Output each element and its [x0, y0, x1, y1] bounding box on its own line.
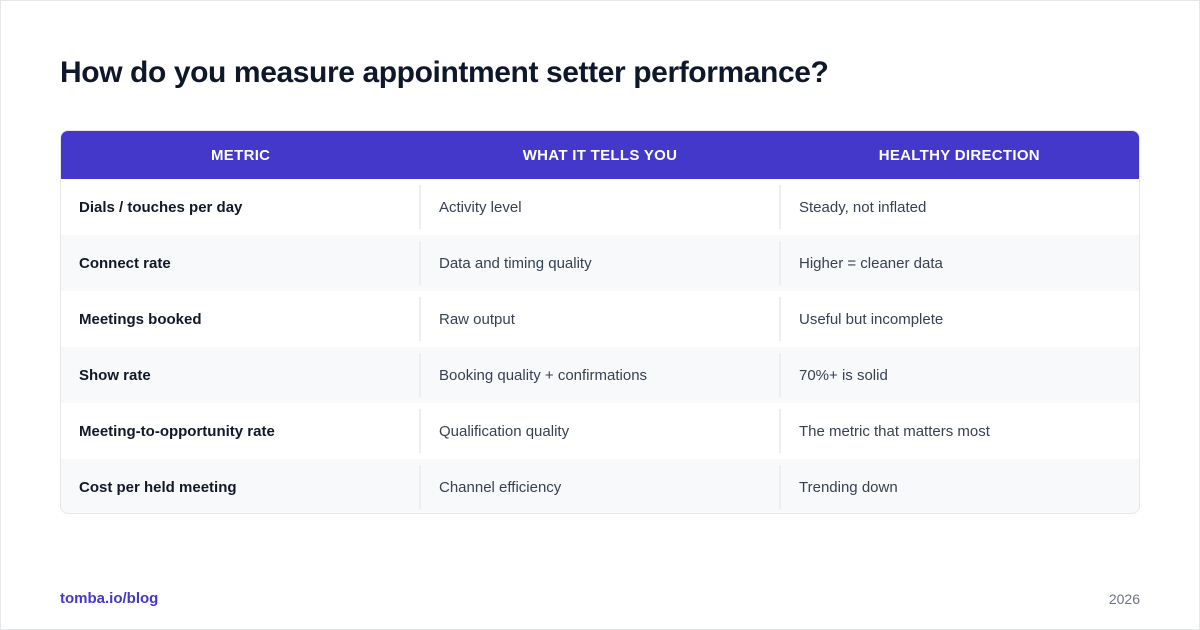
meaning-cell: Channel efficiency — [419, 465, 779, 509]
table-row: Show rate Booking quality + confirmation… — [61, 347, 1139, 403]
metric-cell: Meeting-to-opportunity rate — [79, 422, 275, 440]
direction-cell: Higher = cleaner data — [779, 241, 1139, 285]
year-label: 2026 — [1108, 591, 1140, 607]
direction-cell: Useful but incomplete — [779, 297, 1139, 341]
table-row: Connect rate Data and timing quality Hig… — [61, 235, 1139, 291]
meaning-cell: Data and timing quality — [419, 241, 779, 285]
table-body: Dials / touches per day Activity level S… — [61, 179, 1139, 513]
column-header-what-it-tells-you: WHAT IT TELLS YOU — [522, 146, 678, 164]
direction-cell: The metric that matters most — [779, 409, 1139, 453]
table-row: Cost per held meeting Channel efficiency… — [61, 459, 1139, 513]
blog-link[interactable]: tomba.io/blog — [60, 590, 159, 607]
direction-cell: 70%+ is solid — [779, 353, 1139, 397]
metric-cell: Cost per held meeting — [79, 478, 237, 496]
metrics-table: METRIC WHAT IT TELLS YOU HEALTHY DIRECTI… — [60, 130, 1140, 514]
meaning-cell: Qualification quality — [419, 409, 779, 453]
table-header: METRIC WHAT IT TELLS YOU HEALTHY DIRECTI… — [61, 131, 1139, 179]
direction-cell: Steady, not inflated — [779, 185, 1139, 229]
table-row: Meetings booked Raw output Useful but in… — [61, 291, 1139, 347]
metric-cell: Show rate — [79, 366, 151, 384]
meaning-cell: Booking quality + confirmations — [419, 353, 779, 397]
table-row: Meeting-to-opportunity rate Qualificatio… — [61, 403, 1139, 459]
column-header-metric: METRIC — [211, 146, 271, 164]
column-header-healthy-direction: HEALTHY DIRECTION — [878, 146, 1040, 164]
meaning-cell: Raw output — [419, 297, 779, 341]
table-row: Dials / touches per day Activity level S… — [61, 179, 1139, 235]
direction-cell: Trending down — [779, 465, 1139, 509]
metric-cell: Dials / touches per day — [79, 198, 243, 216]
metric-cell: Meetings booked — [79, 310, 202, 328]
meaning-cell: Activity level — [419, 185, 779, 229]
page-title: How do you measure appointment setter pe… — [60, 56, 829, 89]
metric-cell: Connect rate — [79, 254, 171, 272]
